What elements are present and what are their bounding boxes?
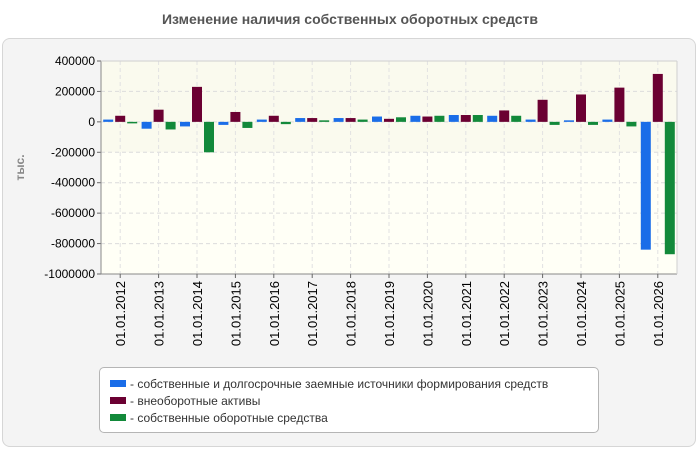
bar — [410, 115, 421, 122]
x-tick-label: 01.01.2020 — [420, 281, 435, 346]
bar — [180, 121, 190, 127]
legend-label: - внеоборотные активы — [130, 393, 261, 408]
bar — [525, 119, 536, 122]
y-tick-label: 200000 — [55, 84, 95, 98]
x-tick-label: 01.01.2025 — [612, 281, 627, 346]
y-tick-label: 400000 — [55, 54, 95, 68]
y-tick-label: -800000 — [51, 237, 95, 251]
bar — [472, 115, 483, 122]
x-tick-label: 01.01.2016 — [267, 281, 282, 346]
x-tick-label: 01.01.2024 — [574, 281, 589, 346]
legend-text-sources: собственные и долгосрочные заемные источ… — [137, 376, 549, 391]
x-tick-label: 01.01.2019 — [382, 281, 397, 346]
bar — [204, 121, 214, 153]
bar — [165, 121, 176, 130]
bar — [141, 121, 152, 129]
y-tick-label: -200000 — [51, 145, 95, 159]
bar — [640, 121, 651, 250]
bar — [626, 121, 637, 127]
bar — [511, 115, 522, 122]
x-tick-label: 01.01.2026 — [651, 281, 666, 346]
x-tick-label: 01.01.2022 — [497, 281, 512, 346]
legend-item-sources: - собственные и долгосрочные заемные ист… — [110, 375, 598, 392]
bar — [295, 118, 306, 122]
bar — [115, 115, 126, 122]
x-tick-label: 01.01.2021 — [459, 281, 474, 346]
x-tick-label: 01.01.2014 — [190, 281, 205, 346]
bar — [499, 110, 510, 122]
x-tick-label: 01.01.2012 — [113, 281, 128, 346]
bar — [396, 117, 406, 122]
chart-title: Изменение наличия собственных оборотных … — [161, 11, 539, 27]
legend-swatch-sources — [110, 380, 126, 387]
bar — [549, 121, 560, 125]
bar — [564, 120, 574, 122]
bar — [602, 119, 613, 122]
bar — [487, 115, 498, 122]
bar — [256, 119, 267, 122]
bar — [652, 73, 663, 122]
legend-item-working-capital: - собственные оборотные средства — [110, 409, 598, 426]
bar — [345, 118, 356, 122]
bar — [614, 87, 625, 122]
bar — [230, 111, 241, 122]
bar — [153, 109, 164, 122]
y-tick-label: -1000000 — [44, 267, 95, 281]
bar — [372, 116, 382, 122]
x-tick-label: 01.01.2018 — [344, 281, 359, 346]
bar — [576, 94, 586, 122]
y-tick-label: -600000 — [51, 206, 95, 220]
bar — [242, 121, 253, 128]
legend-item-noncurrent-assets: - внеоборотные активы — [110, 392, 598, 409]
y-tick-label: -400000 — [51, 176, 95, 190]
bar — [664, 121, 675, 255]
bar — [280, 121, 291, 125]
bar — [268, 115, 279, 122]
legend: - собственные и долгосрочные заемные ист… — [99, 367, 599, 433]
legend-label: - собственные оборотные средства — [130, 410, 328, 425]
bar — [127, 121, 138, 124]
bar — [448, 115, 459, 122]
bar — [384, 118, 394, 122]
legend-text-working-capital: собственные оборотные средства — [137, 410, 328, 425]
x-tick-label: 01.01.2015 — [228, 281, 243, 346]
legend-swatch-working-capital — [110, 414, 126, 421]
x-tick-label: 01.01.2013 — [152, 281, 167, 346]
x-tick-label: 01.01.2023 — [536, 281, 551, 346]
bar — [307, 118, 318, 122]
legend-swatch-noncurrent-assets — [110, 397, 126, 404]
legend-label: - собственные и долгосрочные заемные ист… — [130, 376, 549, 391]
bar — [422, 116, 433, 122]
bar — [460, 115, 471, 122]
bar — [357, 119, 368, 122]
bar — [333, 118, 344, 122]
y-tick-label: 0 — [88, 115, 95, 129]
bar — [434, 115, 445, 122]
x-tick-label: 01.01.2017 — [305, 281, 320, 346]
bar — [537, 99, 548, 122]
bar — [588, 121, 598, 125]
plot-area: 400000 200000 0 -200000 -400000 -600000 -80000… — [13, 54, 678, 346]
bar — [218, 121, 229, 125]
y-axis-label: тыс. — [13, 154, 27, 180]
bar — [103, 119, 114, 122]
bar — [319, 120, 330, 122]
bar — [192, 86, 202, 122]
legend-text-noncurrent-assets: внеоборотные активы — [137, 393, 261, 408]
